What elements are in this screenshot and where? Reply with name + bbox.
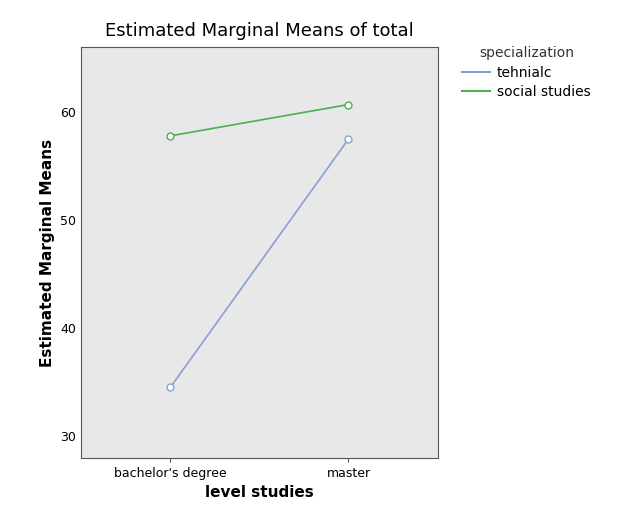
X-axis label: level studies: level studies <box>205 485 314 500</box>
Legend: tehnialc, social studies: tehnialc, social studies <box>455 39 598 106</box>
Y-axis label: Estimated Marginal Means: Estimated Marginal Means <box>40 138 55 367</box>
Title: Estimated Marginal Means of total: Estimated Marginal Means of total <box>105 22 414 40</box>
